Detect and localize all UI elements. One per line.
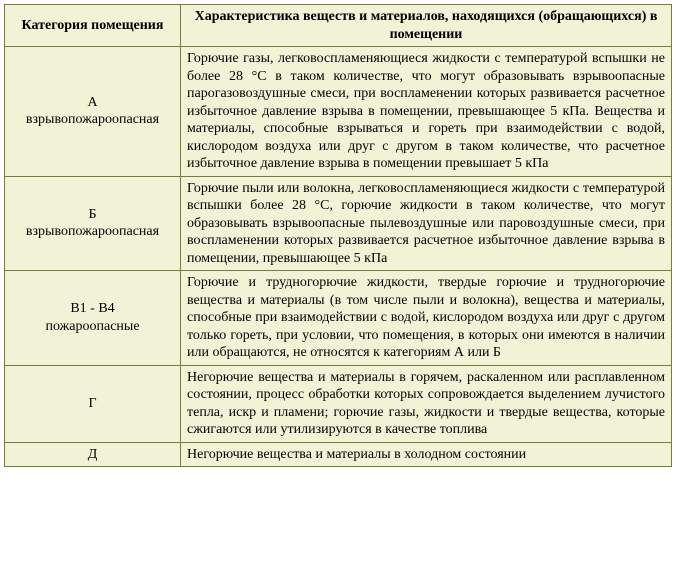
category-cell: Авзрывопожароопасная bbox=[5, 47, 181, 177]
description-cell: Горючие пыли или волокна, легковоспламен… bbox=[181, 176, 672, 271]
description-cell: Горючие газы, легковоспламеняющиеся жидк… bbox=[181, 47, 672, 177]
category-cell: Бвзрывопожароопасная bbox=[5, 176, 181, 271]
table-body: АвзрывопожароопаснаяГорючие газы, легков… bbox=[5, 47, 672, 467]
col-header-category: Категория помещения bbox=[5, 5, 181, 47]
category-cell: В1 - В4пожароопасные bbox=[5, 271, 181, 366]
category-cell: Д bbox=[5, 442, 181, 467]
table-row: БвзрывопожароопаснаяГорючие пыли или вол… bbox=[5, 176, 672, 271]
description-cell: Негорючие вещества и материалы в холодно… bbox=[181, 442, 672, 467]
table-row: ГНегорючие вещества и материалы в горяче… bbox=[5, 365, 672, 442]
category-cell: Г bbox=[5, 365, 181, 442]
description-cell: Негорючие вещества и материалы в горячем… bbox=[181, 365, 672, 442]
categories-table: Категория помещения Характеристика вещес… bbox=[4, 4, 672, 467]
table-header-row: Категория помещения Характеристика вещес… bbox=[5, 5, 672, 47]
description-cell: Горючие и трудногорючие жидкости, тверды… bbox=[181, 271, 672, 366]
col-header-description: Характеристика веществ и материалов, нах… bbox=[181, 5, 672, 47]
table-row: В1 - В4пожароопасныеГорючие и трудногорю… bbox=[5, 271, 672, 366]
table-row: ДНегорючие вещества и материалы в холодн… bbox=[5, 442, 672, 467]
table-row: АвзрывопожароопаснаяГорючие газы, легков… bbox=[5, 47, 672, 177]
